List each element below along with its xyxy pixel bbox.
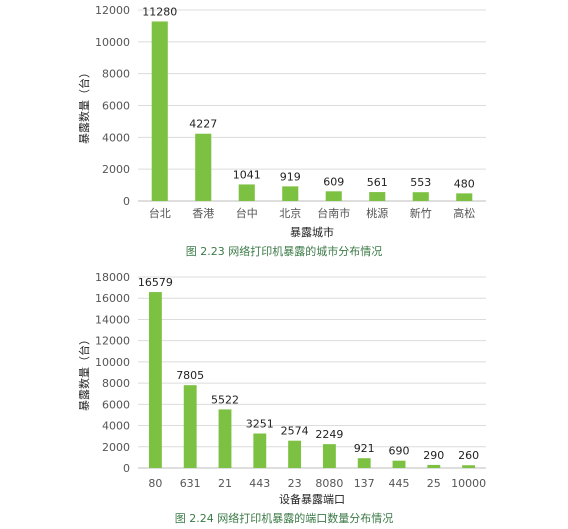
bar	[282, 186, 299, 201]
data-label: 609	[323, 175, 344, 188]
bar	[238, 184, 255, 201]
y-tick-label: 12000	[95, 335, 130, 348]
bar	[322, 444, 336, 468]
y-tick-label: 4000	[102, 131, 130, 144]
x-axis-title: 暴露城市	[290, 225, 334, 239]
figure-caption: 图 2.24 网络打印机暴露的端口数量分布情况	[175, 511, 393, 525]
data-label: 921	[354, 442, 375, 455]
y-tick-label: 18000	[95, 271, 130, 284]
bar	[183, 385, 197, 468]
data-label: 16579	[138, 276, 173, 289]
x-tick-label: 台南市	[317, 206, 350, 220]
x-tick-label: 137	[354, 477, 375, 490]
data-label: 1041	[233, 168, 261, 181]
y-tick-label: 0	[123, 462, 130, 475]
data-label: 3251	[246, 418, 274, 431]
y-tick-label: 6000	[102, 100, 130, 113]
y-axis-title: 暴露数量（台）	[77, 67, 91, 144]
x-tick-label: 25	[427, 477, 441, 490]
bar	[325, 191, 342, 201]
y-tick-label: 6000	[102, 398, 130, 411]
y-tick-label: 0	[123, 195, 130, 208]
y-tick-label: 8000	[102, 68, 130, 81]
bar	[288, 440, 302, 468]
x-tick-label: 445	[389, 477, 410, 490]
x-tick-label: 高松	[453, 206, 475, 220]
bar	[253, 433, 267, 468]
bar	[412, 192, 429, 201]
data-label: 553	[410, 176, 431, 189]
x-tick-label: 631	[180, 477, 201, 490]
x-tick-label: 443	[249, 477, 270, 490]
x-tick-label: 21	[218, 477, 232, 490]
data-label: 480	[454, 177, 475, 190]
data-label: 2249	[315, 428, 343, 441]
data-label: 7805	[176, 369, 204, 382]
bar	[392, 460, 406, 468]
y-tick-label: 2000	[102, 441, 130, 454]
x-tick-label: 8080	[315, 477, 343, 490]
x-tick-label: 北京	[279, 206, 301, 220]
y-tick-label: 10000	[95, 356, 130, 369]
y-tick-label: 14000	[95, 313, 130, 326]
bar	[357, 458, 371, 468]
bar	[148, 292, 162, 468]
bar	[456, 193, 473, 201]
data-label: 4227	[189, 118, 217, 131]
bar	[427, 464, 441, 468]
bar	[195, 133, 212, 201]
data-label: 290	[423, 449, 444, 462]
x-tick-label: 香港	[192, 207, 214, 220]
x-tick-label: 桃源	[366, 206, 388, 220]
bar	[218, 409, 232, 468]
y-tick-label: 16000	[95, 292, 130, 305]
data-label: 919	[280, 170, 301, 183]
x-tick-label: 新竹	[410, 206, 432, 220]
data-label: 11280	[142, 5, 177, 18]
y-tick-label: 2000	[102, 163, 130, 176]
bar	[151, 21, 168, 202]
y-tick-label: 12000	[95, 4, 130, 17]
data-label: 5522	[211, 393, 239, 406]
x-tick-label: 台北	[149, 206, 171, 220]
data-label: 260	[458, 449, 479, 462]
bar	[369, 192, 386, 201]
figure-caption: 图 2.23 网络打印机暴露的城市分布情况	[186, 244, 382, 258]
data-label: 561	[367, 176, 388, 189]
y-tick-label: 10000	[95, 36, 130, 49]
data-label: 690	[389, 445, 410, 458]
bar	[462, 465, 476, 468]
x-tick-label: 台中	[236, 206, 258, 220]
y-tick-label: 8000	[102, 377, 130, 390]
data-label: 2574	[281, 425, 309, 438]
y-axis-title: 暴露数量（台）	[77, 334, 91, 411]
x-tick-label: 10000	[451, 477, 486, 490]
y-tick-label: 4000	[102, 420, 130, 433]
x-tick-label: 23	[288, 477, 302, 490]
x-tick-label: 80	[148, 477, 162, 490]
x-axis-title: 设备暴露端口	[279, 492, 345, 506]
